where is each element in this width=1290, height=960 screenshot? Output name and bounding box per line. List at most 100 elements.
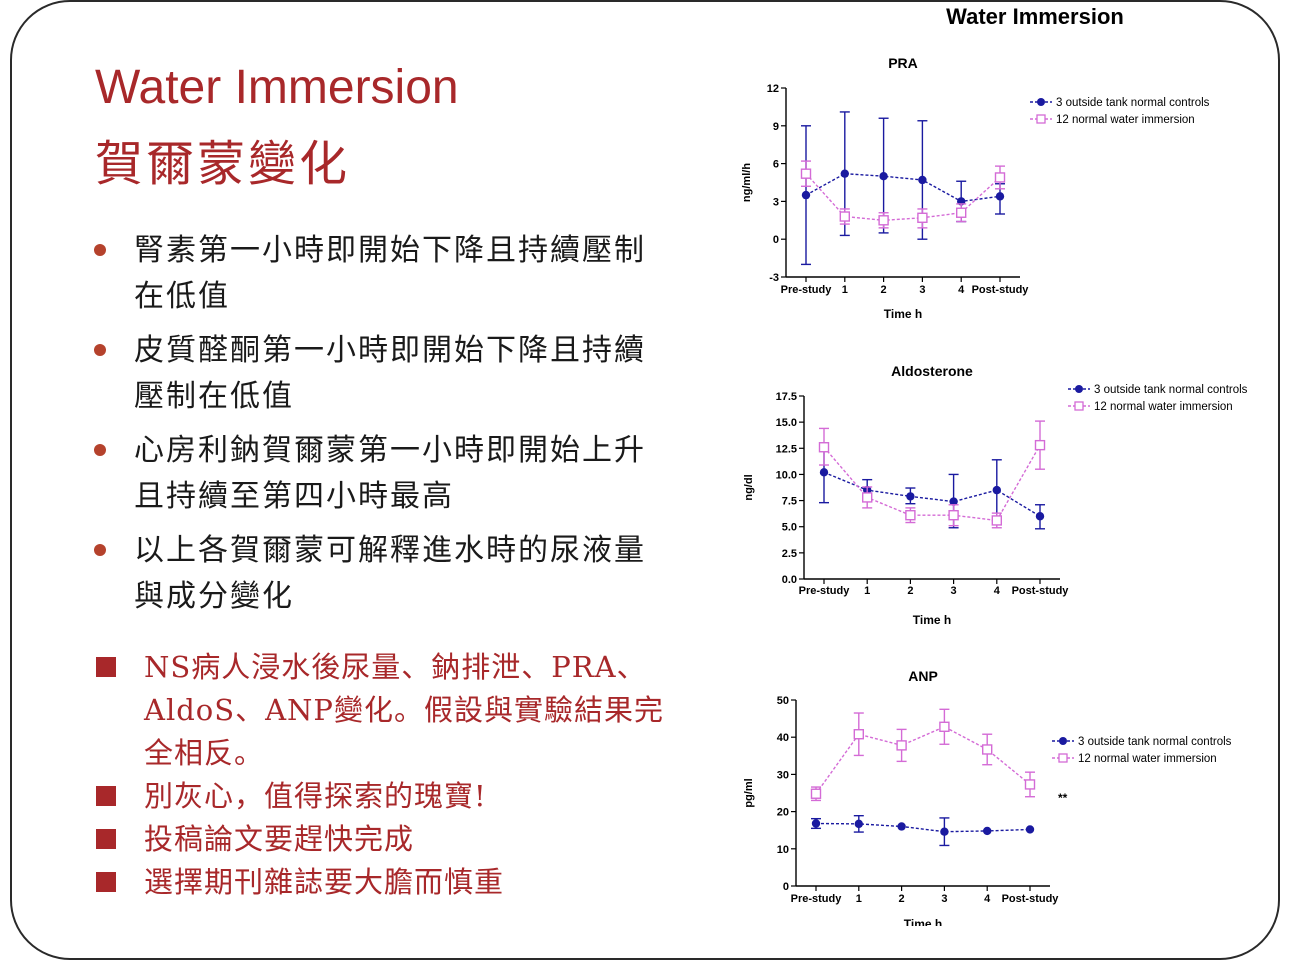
note-item: 選擇期刊雜誌要大膽而慎重 (92, 861, 672, 904)
figure-title: Water Immersion (946, 4, 1124, 29)
legend-marker (1075, 385, 1083, 393)
data-point (995, 192, 1005, 201)
data-point (897, 822, 906, 831)
legend-label: 3 outside tank normal controls (1056, 97, 1210, 109)
bullet-item: 皮質醛酮第一小時即開始下降且持續壓制在低值 (92, 328, 652, 420)
data-point (905, 510, 916, 521)
y-tick-label: 0 (773, 234, 779, 246)
data-point (940, 827, 949, 836)
x-tick-label: 1 (842, 284, 848, 296)
x-tick-label: Post-study (972, 284, 1030, 296)
x-tick-label: 4 (958, 284, 965, 296)
data-point (853, 729, 865, 740)
x-tick-label: 3 (941, 893, 947, 905)
y-tick-label: -3 (769, 272, 779, 284)
legend-marker (1037, 98, 1045, 106)
y-tick-label: 6 (773, 159, 779, 171)
data-point (818, 442, 830, 453)
y-tick-label: 2.5 (782, 548, 797, 560)
y-tick-label: 12.5 (776, 443, 797, 455)
square-bullet-icon (96, 872, 116, 892)
data-point (839, 211, 851, 222)
data-point (948, 510, 959, 521)
x-tick-label: Pre-study (799, 585, 851, 597)
chart-title: ANP (908, 668, 938, 684)
data-point (810, 788, 822, 799)
data-point (896, 740, 907, 751)
chart-title: Aldosterone (891, 363, 973, 379)
data-point (878, 215, 889, 226)
series-line (815, 726, 1031, 795)
y-tick-label: 40 (777, 732, 789, 744)
note-item: 別灰心，值得探索的瑰寶! (92, 775, 672, 818)
series-line (815, 822, 1031, 833)
data-point (917, 212, 928, 223)
series-line (805, 172, 1001, 203)
x-tick-label: Pre-study (781, 284, 833, 296)
y-axis-label: ng/dl (743, 474, 755, 500)
chart-title: PRA (888, 55, 918, 71)
legend-marker (1074, 401, 1084, 411)
y-tick-label: 3 (773, 196, 779, 208)
data-point (981, 744, 993, 755)
data-point (992, 485, 1001, 495)
data-point (800, 168, 812, 179)
note-list: NS病人浸水後尿量、鈉排泄、PRA、AldoS、ANP變化。假設與實驗結果完全相… (92, 646, 672, 904)
data-point (819, 468, 829, 477)
note-item: NS病人浸水後尿量、鈉排泄、PRA、AldoS、ANP變化。假設與實驗結果完全相… (92, 646, 672, 775)
y-tick-label: 10.0 (776, 469, 797, 481)
legend-label: 3 outside tank normal controls (1078, 736, 1232, 748)
bullet-dot-icon (94, 244, 106, 256)
data-point (840, 169, 849, 178)
data-point (801, 190, 811, 200)
y-tick-label: 50 (777, 695, 789, 707)
data-point (1025, 825, 1035, 834)
x-tick-label: Post-study (1012, 585, 1070, 597)
x-tick-label: 1 (864, 585, 870, 597)
legend-marker (1036, 114, 1046, 124)
y-tick-label: 30 (777, 769, 789, 781)
y-axis-label: ng/ml/h (741, 163, 753, 202)
y-tick-label: 9 (773, 121, 779, 133)
x-tick-label: 4 (994, 585, 1001, 597)
square-bullet-icon (96, 786, 116, 806)
series-line (823, 471, 1041, 517)
x-axis-label: Time h (913, 613, 951, 627)
data-point (811, 819, 821, 828)
note-item: 投稿論文要趕快完成 (92, 818, 672, 861)
x-axis-label: Time h (904, 917, 942, 926)
y-tick-label: 0 (783, 881, 789, 893)
data-point (861, 492, 873, 503)
data-point (854, 819, 863, 829)
bullet-dot-icon (94, 444, 106, 456)
significance-annotation: ** (1058, 791, 1068, 805)
bullet-item: 腎素第一小時即開始下降且持續壓制在低值 (92, 228, 652, 320)
legend-label: 12 normal water immersion (1056, 114, 1195, 126)
legend-marker (1058, 753, 1068, 763)
x-tick-label: 3 (951, 585, 957, 597)
data-point (955, 207, 967, 218)
x-tick-label: 2 (881, 284, 887, 296)
slide-subtitle: 賀爾蒙變化 (95, 136, 351, 192)
x-tick-label: 1 (856, 893, 862, 905)
data-point (1034, 439, 1046, 451)
y-tick-label: 0.0 (782, 574, 797, 586)
y-tick-label: 20 (777, 807, 789, 819)
legend-label: 12 normal water immersion (1094, 401, 1233, 413)
data-point (1024, 779, 1036, 790)
legend-marker (1059, 737, 1067, 745)
square-bullet-icon (96, 657, 116, 677)
bullet-item: 心房利鈉賀爾蒙第一小時即開始上升且持續至第四小時最高 (92, 428, 652, 520)
series-line (805, 173, 1001, 222)
series-line (823, 444, 1041, 522)
x-tick-label: 2 (907, 585, 913, 597)
x-tick-label: Post-study (1002, 893, 1060, 905)
data-point (994, 172, 1006, 183)
data-point (949, 497, 958, 506)
anp-chart: ANP 0 10 20 30 40 50 Pre-study 1 2 3 4 Post-study Tim… (743, 668, 1232, 926)
legend-label: 12 normal water immersion (1078, 753, 1217, 765)
data-point (879, 172, 888, 181)
legend-label: 3 outside tank normal controls (1094, 384, 1248, 396)
y-tick-label: 5.0 (782, 522, 797, 534)
